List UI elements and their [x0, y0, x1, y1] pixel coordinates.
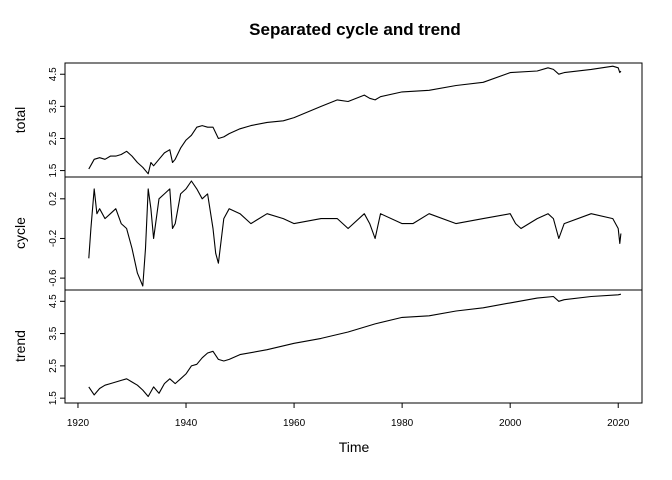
total-y-tick-label: 1.5 — [48, 163, 59, 177]
x-tick-label: 2000 — [499, 418, 522, 429]
total-y-tick-label: 4.5 — [48, 67, 59, 81]
x-axis-label: Time — [339, 439, 370, 455]
chart-title: Separated cycle and trend — [249, 20, 461, 39]
x-tick-label: 1920 — [67, 418, 90, 429]
total-axis-label: total — [12, 107, 28, 133]
x-tick-label: 1940 — [175, 418, 198, 429]
x-tick-label: 1980 — [391, 418, 414, 429]
trend-y-tick-label: 3.5 — [48, 326, 59, 340]
total-series-line — [88, 65, 622, 175]
chart-marks: 1.5 2.5 3.5 4.5 -0.6 -0.2 0.2 1.5 2.5 3.5 4.5 1920 1… — [48, 65, 630, 429]
total-y-tick-label: 2.5 — [48, 131, 59, 145]
x-tick-label: 2020 — [607, 418, 630, 429]
cycle-y-tick-label: 0.2 — [48, 191, 59, 205]
cycle-y-tick-label: -0.2 — [48, 229, 59, 247]
cycle-axis-label: cycle — [12, 217, 28, 249]
trend-axis-label: trend — [12, 330, 28, 362]
x-tick-label: 1960 — [283, 418, 306, 429]
trend-series-line — [88, 293, 622, 398]
plot-frame — [64, 62, 643, 404]
trend-y-tick-label: 2.5 — [48, 358, 59, 372]
trend-y-tick-label: 4.5 — [48, 294, 59, 308]
cycle-y-tick-label: -0.6 — [48, 269, 59, 287]
trend-y-tick-label: 1.5 — [48, 391, 59, 405]
total-y-tick-label: 3.5 — [48, 99, 59, 113]
cycle-series-line — [88, 180, 622, 287]
